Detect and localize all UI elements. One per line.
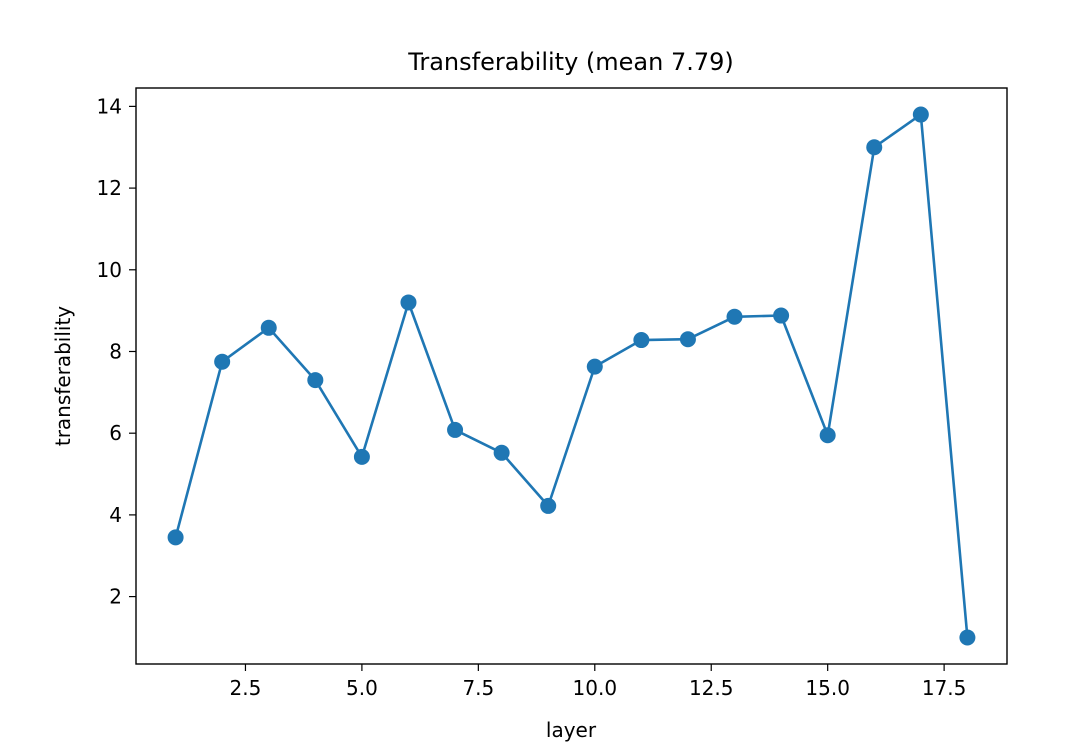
x-tick-label: 7.5	[462, 676, 494, 700]
y-tick-label: 14	[97, 94, 122, 118]
data-point	[912, 106, 929, 123]
data-point	[679, 331, 696, 348]
data-point	[493, 444, 510, 461]
y-tick-label: 6	[109, 421, 122, 445]
y-axis: 2 4 6 8 10 12 14	[97, 94, 136, 609]
data-point	[260, 319, 277, 336]
data-point	[540, 497, 557, 514]
y-axis-label: transferability	[51, 306, 75, 446]
data-point	[586, 358, 603, 375]
y-tick-label: 2	[109, 585, 122, 609]
data-point	[819, 427, 836, 444]
x-tick-label: 17.5	[922, 676, 967, 700]
data-point	[773, 307, 790, 324]
y-tick-label: 10	[97, 258, 122, 282]
data-point	[959, 629, 976, 646]
data-point	[633, 332, 650, 349]
x-axis: 2.5 5.0 7.5 10.0 12.5 15.0 17.5	[230, 664, 967, 700]
x-tick-label: 12.5	[689, 676, 734, 700]
x-tick-label: 2.5	[230, 676, 262, 700]
x-tick-label: 15.0	[805, 676, 850, 700]
data-point	[167, 529, 184, 546]
data-point	[214, 353, 231, 370]
data-point	[307, 372, 324, 389]
y-tick-label: 12	[97, 176, 122, 200]
y-tick-label: 4	[109, 503, 122, 527]
plot-frame	[135, 87, 1008, 665]
chart-title: Transferability (mean 7.79)	[407, 48, 734, 76]
series-layer	[167, 106, 976, 646]
data-point	[400, 294, 417, 311]
data-point	[866, 139, 883, 156]
x-tick-label: 10.0	[573, 676, 618, 700]
data-point	[447, 421, 464, 438]
data-point	[353, 448, 370, 465]
data-point	[726, 308, 743, 325]
x-axis-label: layer	[546, 718, 597, 742]
x-tick-label: 5.0	[346, 676, 378, 700]
series-line	[174, 113, 969, 638]
y-tick-label: 8	[109, 339, 122, 363]
